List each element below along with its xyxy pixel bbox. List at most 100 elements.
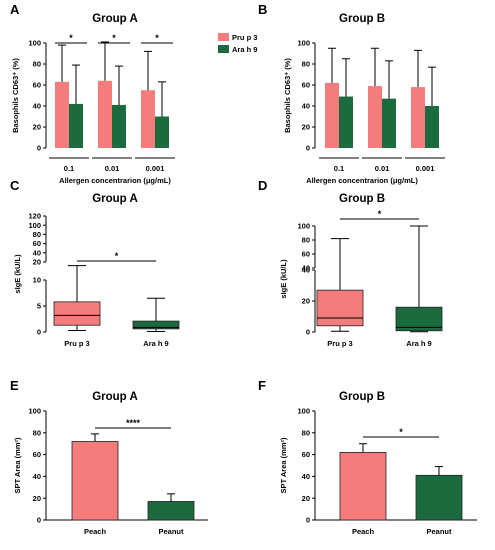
y-tick-label: 20 [33,494,41,503]
panel-e-bar [71,441,119,521]
panel-b-bar [382,98,396,148]
panel-b-y-label: Basophils CD63⁺ (%) [283,58,292,133]
y-tick-label: 20 [33,258,41,267]
panel-e-x-tick-label: Peach [84,527,107,536]
panel-a-bar [112,104,126,148]
panel-label-f: F [258,378,266,393]
panel-a-significance-label: * [155,33,159,43]
y-tick-label: 0 [37,328,41,337]
y-tick-label: 100 [28,407,41,416]
y-tick-label: 80 [33,428,41,437]
y-tick-label: 20 [33,123,41,132]
panel-d-x-tick-label: Ara h 9 [406,339,431,348]
y-tick-label: 80 [302,428,310,437]
panel-f-bar [415,474,463,521]
y-tick-label: 5 [37,302,41,311]
y-tick-label: 0 [306,516,310,525]
y-tick-label: 40 [302,264,310,273]
panel-b-bar [339,96,353,148]
panel-f-significance-label: * [399,427,403,437]
panel-c-significance-label: * [115,251,119,261]
y-tick-label: 0 [306,144,310,153]
panel-a-bar [55,81,69,148]
y-tick-label: 120 [28,212,41,221]
y-tick-label: 20 [302,494,310,503]
legend-swatch [218,33,229,41]
panel-a-significance-label: * [69,33,73,43]
panel-b-x-tick-label: 0.001 [416,164,435,173]
panel-d-box [316,289,364,327]
y-tick-label: 40 [33,102,41,111]
y-tick-label: 20 [302,123,310,132]
y-tick-label: 60 [33,450,41,459]
y-tick-label: 40 [33,472,41,481]
panel-label-b: B [258,2,267,17]
panel-d-x-tick-label: Pru p 3 [327,339,352,348]
panel-a-x-label: Allergen concentrarion (μg/mL) [59,176,171,185]
panel-a-y-label: Basophils CD63⁺ (%) [11,58,20,133]
panel-label-e: E [10,378,19,393]
legend-swatch [218,45,229,53]
panel-c-title: Group A [92,193,138,205]
panel-b-x-label: Allergen concentrarion (μg/mL) [306,176,418,185]
panel-b-bar [368,86,382,148]
panel-a-x-tick-label: 0.1 [64,164,74,173]
panel-e-x-tick-label: Peanut [158,527,184,536]
panel-a-x-tick-label: 0.001 [146,164,165,173]
legend-label: Ara h 9 [232,45,257,54]
y-tick-label: 40 [33,248,41,257]
panel-label-c: C [10,178,20,193]
panel-a-x-tick-label: 0.01 [105,164,120,173]
y-tick-label: 80 [302,60,310,69]
panel-f-y-label: SPT Area (mm²) [279,437,288,493]
y-tick-label: 40 [302,472,310,481]
panel-b-bar [325,82,339,148]
panel-b-title: Group B [339,13,385,25]
panel-b-bar [411,87,425,148]
y-tick-label: 60 [302,450,310,459]
panel-f-x-tick-label: Peach [352,527,375,536]
panel-b-x-tick-label: 0.1 [334,164,344,173]
panel-c-x-tick-label: Pru p 3 [64,339,89,348]
y-tick-label: 100 [28,221,41,230]
panel-a-significance-label: * [112,33,116,43]
y-tick-label: 100 [297,407,310,416]
y-tick-label: 100 [28,39,41,48]
panel-a-bar [141,90,155,148]
legend-label: Pru p 3 [232,33,257,42]
y-tick-label: 80 [33,60,41,69]
panel-f-title: Group B [339,391,385,403]
panel-f-x-tick-label: Peanut [426,527,452,536]
y-tick-label: 60 [33,239,41,248]
panel-b-x-tick-label: 0.01 [375,164,390,173]
panel-a-bar [155,116,169,148]
panel-e-y-label: SPT Area (mm²) [13,437,22,493]
panel-e-bar [147,501,195,521]
y-tick-label: 20 [302,297,310,306]
y-tick-label: 60 [302,81,310,90]
panel-label-d: D [258,178,267,193]
panel-a-title: Group A [92,13,138,25]
panel-d-significance-label: * [378,209,382,219]
y-tick-label: 60 [302,250,310,259]
y-tick-label: 100 [297,39,310,48]
panel-a-bar [69,103,83,148]
panel-label-a: A [10,2,20,17]
y-tick-label: 10 [33,276,41,285]
y-tick-label: 80 [302,236,310,245]
panel-e-title: Group A [92,391,138,403]
panel-c-box [132,320,180,330]
y-tick-label: 80 [33,230,41,239]
panel-d-title: Group B [339,193,385,205]
panel-c-x-tick-label: Ara h 9 [143,339,168,348]
y-tick-label: 60 [33,81,41,90]
panel-b-bar [425,106,439,148]
panel-a-bar [98,80,112,148]
panel-e-significance-label: **** [126,418,141,428]
y-tick-label: 0 [306,328,310,337]
panel-d-y-label: sIgE (kU/L) [279,259,288,299]
panel-c-y-label: sIgE (kU/L) [13,254,22,294]
y-tick-label: 100 [297,222,310,231]
y-tick-label: 0 [37,144,41,153]
